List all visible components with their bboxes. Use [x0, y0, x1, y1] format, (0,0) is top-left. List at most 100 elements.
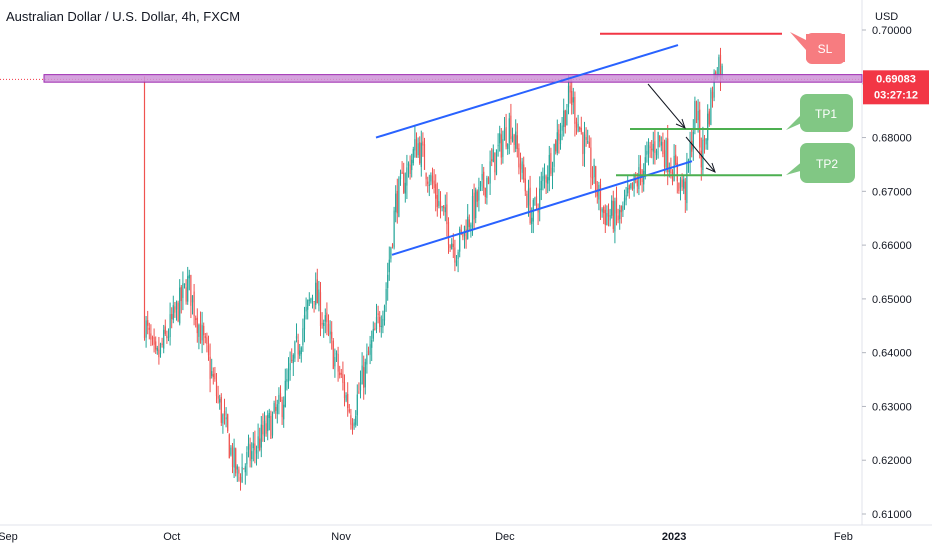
candle-body [347, 393, 349, 409]
candle-body [150, 333, 152, 340]
candle-body [265, 423, 267, 434]
bar-countdown: 03:27:12 [874, 89, 918, 101]
candle-body [353, 422, 355, 426]
candle-body [596, 191, 598, 197]
candle-body [340, 372, 342, 375]
candle-body [179, 287, 181, 324]
price-tick-label: 0.67000 [872, 186, 912, 198]
candle-body [711, 91, 714, 99]
candle-body [718, 57, 720, 76]
candle-body [419, 142, 421, 164]
candle-body [523, 164, 525, 180]
candle-body [588, 141, 590, 148]
candle-body [454, 247, 456, 263]
candle-body [491, 159, 493, 161]
candle-body [302, 328, 304, 346]
candle-body [439, 201, 442, 209]
candle-body [601, 208, 603, 213]
candle-body [540, 180, 542, 190]
candle-body [438, 200, 440, 206]
time-tick-label: Oct [163, 531, 180, 543]
candle-body [449, 245, 451, 248]
candle-body [545, 176, 547, 183]
candle-body [646, 150, 648, 155]
candle-body [183, 283, 186, 286]
candle-body [598, 185, 600, 200]
candle-body [620, 206, 622, 213]
candle-body [427, 181, 429, 184]
candle-body [655, 150, 658, 156]
candle-body [436, 195, 438, 208]
candle-body [279, 393, 282, 401]
candle-body [535, 196, 538, 206]
candle-body [195, 318, 197, 320]
candle-body [593, 164, 595, 178]
candle-body [553, 144, 555, 167]
candle-body [316, 279, 318, 304]
candle-body [286, 378, 288, 382]
candle-body [558, 129, 560, 141]
candle-body [276, 404, 278, 414]
candle-body [622, 205, 624, 212]
candle-body [361, 365, 363, 385]
candle-body [310, 298, 312, 303]
candle-body [311, 297, 314, 300]
candle-body [625, 194, 627, 201]
candle-body [579, 127, 581, 130]
candle-body [433, 180, 435, 189]
candle-body [431, 175, 434, 184]
candle-body [385, 289, 387, 305]
candle-body [292, 354, 294, 364]
candle-body [500, 134, 502, 158]
candle-body [670, 167, 672, 173]
candle-body [435, 184, 437, 199]
candle-body [297, 340, 299, 355]
candle-body [591, 176, 594, 179]
tp2-label: TP2 [816, 157, 838, 171]
candle-body [326, 312, 328, 323]
channel-lower-line[interactable] [391, 160, 693, 256]
candle-body [692, 131, 694, 150]
candle-body [492, 149, 494, 162]
candle-body [196, 317, 198, 334]
price-tick-label: 0.68000 [872, 133, 912, 145]
candle-body [180, 286, 182, 302]
candle-body [615, 197, 618, 214]
candle-body [630, 183, 632, 188]
candle-body [366, 354, 368, 365]
candle-body [556, 132, 558, 154]
tp1-callout[interactable]: TP1 [786, 94, 853, 132]
candle-body [649, 146, 651, 148]
candle-body [614, 201, 616, 232]
candle-body [323, 323, 325, 327]
candle-body [580, 127, 582, 132]
tp2-callout[interactable]: TP2 [786, 143, 855, 183]
candle-body [204, 336, 206, 338]
sl-callout[interactable]: SL [790, 32, 845, 64]
candle-body [155, 341, 157, 350]
candle-body [235, 448, 237, 474]
channel-upper-line[interactable] [375, 44, 679, 139]
resistance-zone[interactable] [43, 74, 863, 83]
candle-body [364, 361, 366, 388]
candle-body [420, 142, 422, 167]
candle-body [215, 381, 218, 397]
candle-body [484, 187, 486, 197]
candle-body [676, 162, 678, 182]
candle-body [569, 85, 571, 93]
candle-body [355, 415, 357, 425]
projection-arrow-2 [685, 136, 716, 173]
candle-body [590, 147, 592, 178]
candle-body [388, 259, 390, 273]
candle-body [147, 320, 149, 326]
candle-body [561, 125, 563, 131]
candle-body [371, 340, 373, 348]
candle-body [156, 347, 158, 351]
candle-body [537, 209, 539, 213]
candle-body [678, 182, 680, 192]
candle-body [294, 341, 296, 359]
candle-body [425, 173, 427, 180]
candle-body [691, 140, 693, 152]
candle-body [662, 142, 664, 155]
